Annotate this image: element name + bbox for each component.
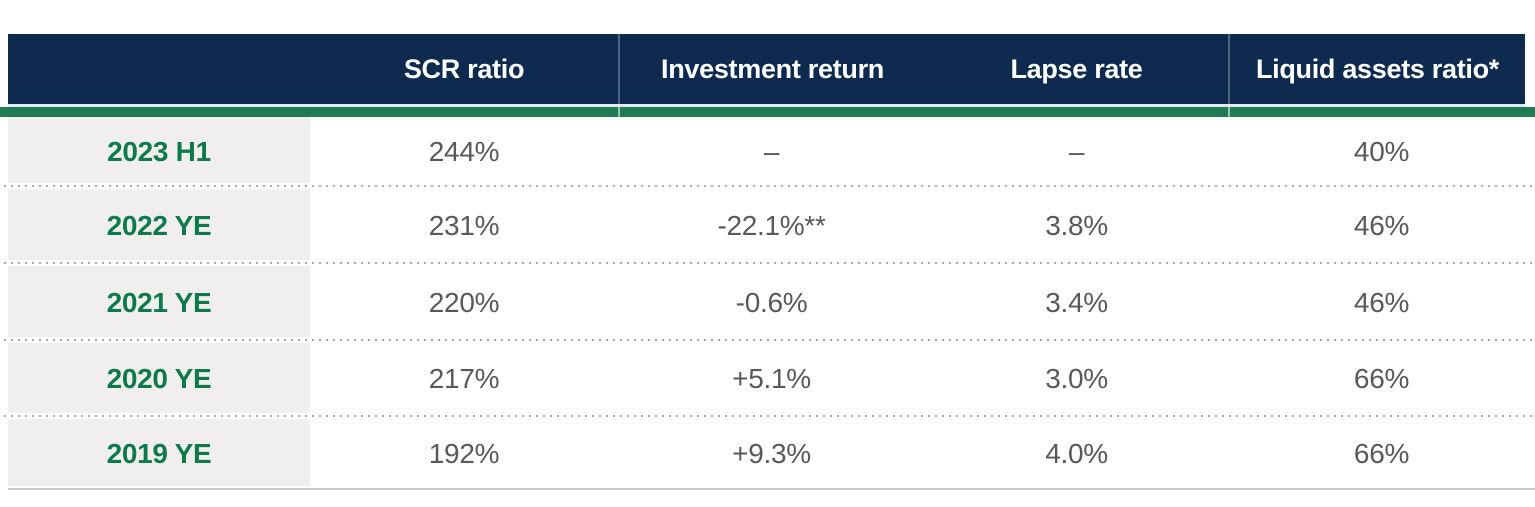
row-label-cell: 2019 YE: [0, 417, 310, 490]
data-cell-investment-return: -0.6%: [735, 286, 808, 318]
green-accent-bar: [0, 107, 1535, 117]
header-cell-empty: [8, 34, 310, 104]
data-cell-investment-return: –: [763, 136, 780, 167]
row-label: 2023 H1: [107, 136, 211, 167]
header-cell-scr-ratio: SCR ratio: [403, 53, 525, 84]
row-label-background: [8, 266, 310, 337]
accent-bar-notch: [1228, 104, 1230, 117]
row-label-cell: 2022 YE: [0, 187, 310, 264]
row-label-background: [8, 117, 310, 183]
data-cell-lapse-rate: 3.8%: [1045, 209, 1108, 241]
accent-bar-notch: [618, 104, 620, 117]
row-label-cell: 2023 H1: [0, 117, 310, 187]
row-label-background: [8, 419, 310, 486]
row-label: 2022 YE: [106, 209, 212, 241]
header-cell-investment-return: Investment return: [618, 34, 925, 104]
data-cell-liquid-assets-ratio: 40%: [1353, 136, 1410, 167]
data-cell-scr-ratio: 217%: [428, 363, 500, 394]
header-cell-liquid-assets-ratio: Liquid assets ratio*: [1228, 34, 1525, 104]
data-cell-lapse-rate: –: [1068, 136, 1085, 167]
row-label-cell: 2021 YE: [0, 264, 310, 341]
data-cell-scr-ratio: 231%: [428, 209, 500, 241]
data-cell-scr-ratio: 244%: [428, 136, 500, 167]
table-row-2019-ye: 2019 YE 192% +9.3% 4.0% 66%: [0, 417, 1535, 490]
data-cell-scr-ratio: 220%: [428, 286, 500, 318]
data-cell-liquid-assets-ratio: 46%: [1353, 209, 1410, 241]
data-cell-lapse-rate: 3.4%: [1045, 286, 1108, 318]
row-label: 2020 YE: [106, 363, 212, 394]
data-cell-liquid-assets-ratio: 66%: [1353, 437, 1410, 469]
table-row-2020-ye: 2020 YE 217% +5.1% 3.0% 66%: [0, 341, 1535, 417]
header-gap-line: [8, 104, 1525, 107]
data-cell-liquid-assets-ratio: 66%: [1353, 363, 1410, 394]
data-cell-liquid-assets-ratio: 46%: [1353, 286, 1410, 318]
data-cell-lapse-rate: 3.0%: [1045, 363, 1108, 394]
table-body: 2023 H1 244% – – 40% 2022 YE 231% -22.1%…: [0, 117, 1535, 490]
table-row-2022-ye: 2022 YE 231% -22.1%** 3.8% 46%: [0, 187, 1535, 264]
data-cell-investment-return: +9.3%: [732, 437, 811, 469]
row-label-cell: 2020 YE: [0, 341, 310, 417]
row-label-background: [8, 343, 310, 413]
data-cell-scr-ratio: 192%: [428, 437, 500, 469]
row-label-background: [8, 189, 310, 260]
row-label: 2021 YE: [106, 286, 212, 318]
table-row-2021-ye: 2021 YE 220% -0.6% 3.4% 46%: [0, 264, 1535, 341]
data-cell-investment-return: +5.1%: [732, 363, 811, 394]
header-cell-lapse-rate: Lapse rate: [1010, 53, 1143, 84]
data-cell-investment-return: -22.1%**: [717, 209, 826, 241]
row-label: 2019 YE: [106, 437, 212, 469]
data-cell-lapse-rate: 4.0%: [1045, 437, 1108, 469]
table-row-2023-h1: 2023 H1 244% – – 40%: [0, 117, 1535, 187]
table-header-row: SCR ratio Investment return Lapse rate L…: [8, 34, 1525, 104]
